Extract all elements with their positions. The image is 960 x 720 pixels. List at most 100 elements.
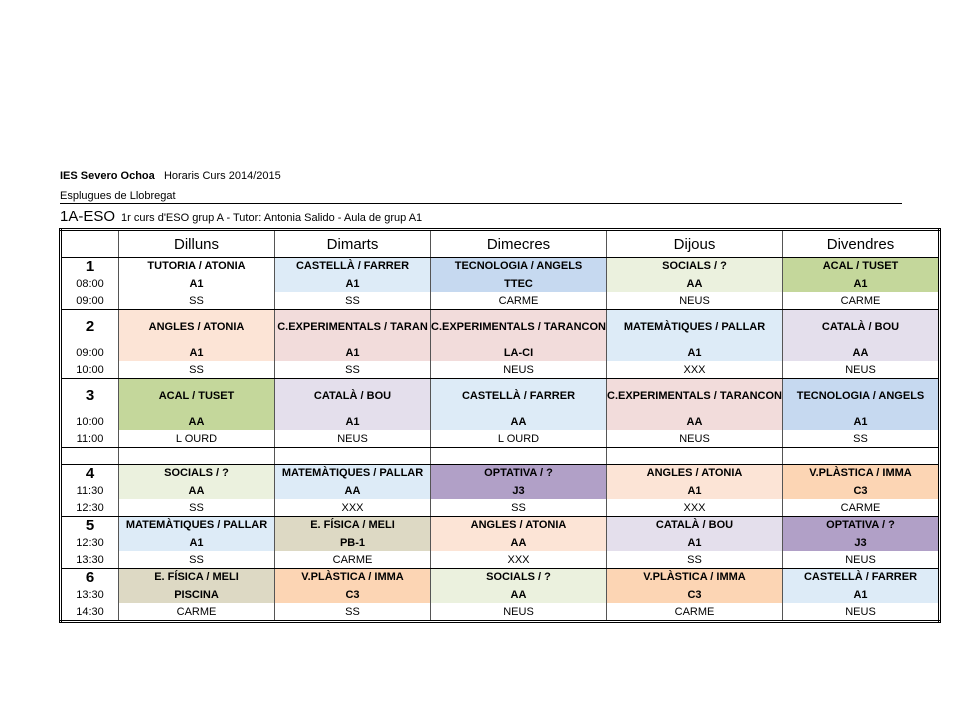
subject-cell: TUTORIA / ATONIA [118,257,275,275]
room-row: 13:30 PISCINA C3 AA C3 A1 [60,586,940,603]
town-name: Esplugues de Llobregat [60,190,176,202]
duty-row: 14:30 CARME SS NEUS CARME NEUS [60,603,940,622]
hour-row-6: 6 E. FÍSICA / MELI V.PLÀSTICA / IMMA SOCIAL… [60,568,940,586]
timetable: Dilluns Dimarts Dimecres Dijous Divendres 1 TU… [59,228,941,623]
room-cell: LA-CI [430,344,607,361]
subject-cell: CASTELLÀ / FARRER [430,378,607,413]
duty-cell: SS [118,292,275,310]
end-time: 12:30 [60,499,119,517]
duty-cell: NEUS [782,361,940,379]
room-cell: PB-1 [274,534,431,551]
subject-cell: V.PLÀSTICA / IMMA [274,568,431,586]
room-row: 10:00 AA A1 AA AA A1 [60,413,940,430]
duty-cell: XXX [430,551,607,569]
day-header-dimecres: Dimecres [430,229,607,258]
subject-cell: ACAL / TUSET [782,257,940,275]
subject-cell: CASTELLÀ / FARRER [274,257,431,275]
break-cell [60,447,119,465]
duty-cell: SS [782,430,940,448]
duty-cell: SS [118,551,275,569]
subject-cell: SOCIALS / ? [430,568,607,586]
subject-cell: CATALÀ / BOU [782,309,940,344]
room-cell: TTEC [430,275,607,292]
duty-cell: SS [118,499,275,517]
room-cell: C3 [274,586,431,603]
room-cell: A1 [118,534,275,551]
end-time: 10:00 [60,361,119,379]
hour-row-2: 2 ANGLES / ATONIA C.EXPERIMENTALS / TARAN C… [60,309,940,344]
start-time: 10:00 [60,413,119,430]
room-cell: AA [118,413,275,430]
duty-cell: SS [606,551,783,569]
room-row: 08:00 A1 A1 TTEC AA A1 [60,275,940,292]
subject-cell: V.PLÀSTICA / IMMA [606,568,783,586]
room-cell: J3 [430,482,607,499]
duty-cell: NEUS [274,430,431,448]
room-cell: A1 [782,275,940,292]
break-cell [606,447,783,465]
end-time: 11:00 [60,430,119,448]
duty-cell: CARME [430,292,607,310]
duty-cell: L OURD [430,430,607,448]
duty-cell: XXX [606,499,783,517]
duty-cell: CARME [118,603,275,622]
start-time: 13:30 [60,586,119,603]
duty-row: 10:00 SS SS NEUS XXX NEUS [60,361,940,379]
room-cell: A1 [274,344,431,361]
room-cell: A1 [118,344,275,361]
room-row: 12:30 A1 PB-1 AA A1 J3 [60,534,940,551]
end-time: 14:30 [60,603,119,622]
group-name: 1A-ESO [60,208,116,225]
subject-cell: MATEMÀTIQUES / PALLAR [118,516,275,534]
school-name: IES Severo Ochoa [60,170,155,182]
duty-cell: NEUS [430,361,607,379]
hour-number: 2 [60,309,119,344]
subject-cell: MATEMÀTIQUES / PALLAR [274,464,431,482]
subject-cell: CATALÀ / BOU [274,378,431,413]
break-cell [274,447,431,465]
room-cell: AA [274,482,431,499]
duty-cell: L OURD [118,430,275,448]
hour-number: 6 [60,568,119,586]
room-cell: AA [606,275,783,292]
subject-cell: TECNOLOGIA / ANGELS [782,378,940,413]
break-cell [782,447,940,465]
duty-cell: SS [274,361,431,379]
room-cell: A1 [606,534,783,551]
room-cell: A1 [782,413,940,430]
duty-cell: NEUS [782,603,940,622]
duty-row: 09:00 SS SS CARME NEUS CARME [60,292,940,310]
subject-cell: E. FÍSICA / MELI [118,568,275,586]
room-cell: A1 [118,275,275,292]
duty-cell: NEUS [606,430,783,448]
subject-cell: C.EXPERIMENTALS / TARAN [274,309,431,344]
room-cell: A1 [274,275,431,292]
subject-cell: SOCIALS / ? [606,257,783,275]
end-time: 09:00 [60,292,119,310]
start-time: 09:00 [60,344,119,361]
subject-cell: OPTATIVA / ? [430,464,607,482]
hour-number: 5 [60,516,119,534]
room-cell: J3 [782,534,940,551]
day-header-dimarts: Dimarts [274,229,431,258]
duty-cell: NEUS [782,551,940,569]
duty-row: 11:00 L OURD NEUS L OURD NEUS SS [60,430,940,448]
start-time: 08:00 [60,275,119,292]
duty-cell: NEUS [606,292,783,310]
subject-cell: ANGLES / ATONIA [430,516,607,534]
room-cell: A1 [782,586,940,603]
day-header-dilluns: Dilluns [118,229,275,258]
subject-cell: ACAL / TUSET [118,378,275,413]
duty-cell: CARME [606,603,783,622]
course-label: Horaris Curs 2014/2015 [163,170,281,182]
break-row [60,447,940,465]
subject-cell: E. FÍSICA / MELI [274,516,431,534]
hour-row-5: 5 MATEMÀTIQUES / PALLAR E. FÍSICA / MELI AN… [60,516,940,534]
break-cell [430,447,607,465]
start-time: 11:30 [60,482,119,499]
room-cell: AA [430,534,607,551]
subject-cell: C.EXPERIMENTALS / TARANCON [430,309,607,344]
room-cell: C3 [606,586,783,603]
duty-cell: NEUS [430,603,607,622]
room-cell: AA [430,413,607,430]
